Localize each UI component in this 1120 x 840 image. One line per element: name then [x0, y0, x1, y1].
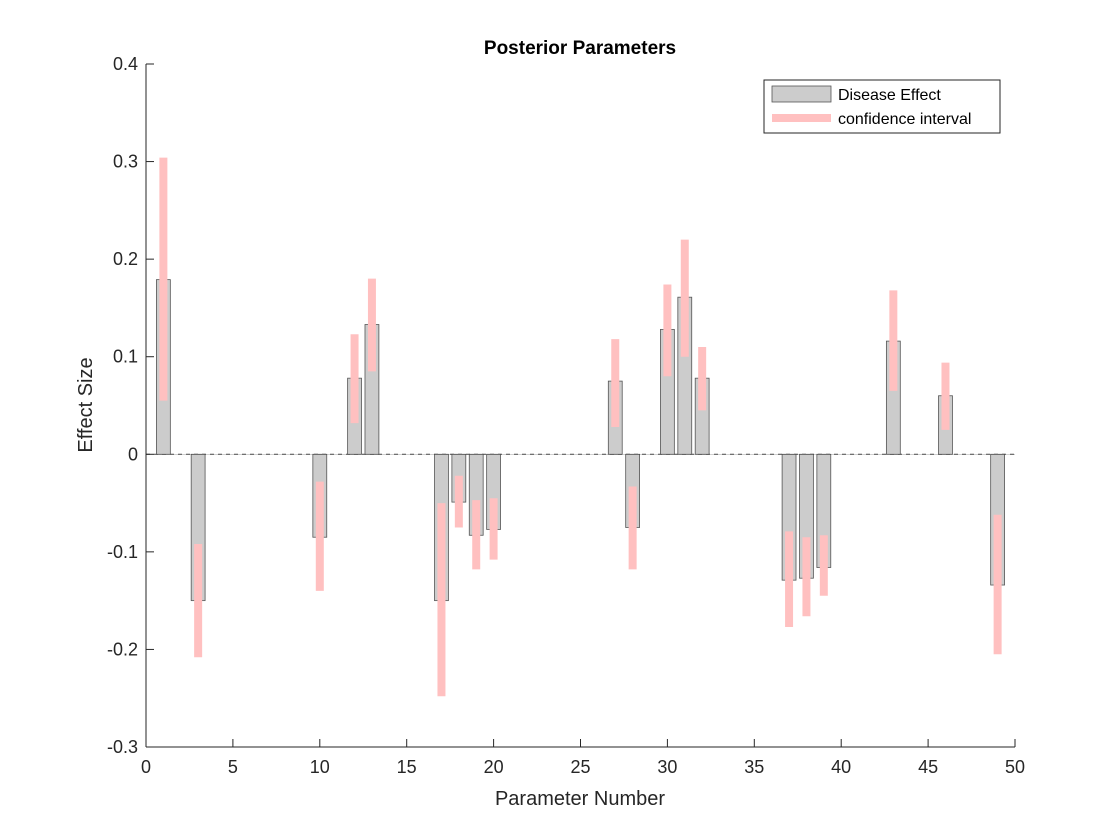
legend-swatch-disease-effect — [771, 85, 832, 103]
x-axis-label: Parameter Number — [495, 788, 665, 810]
y-tick-label-0.1: 0.1 — [113, 347, 138, 367]
y-tick-label-0.2: 0.2 — [113, 249, 138, 269]
ticks-layer: 0 5 10 15 20 25 30 35 40 45 50 -0.3 -0.2 -0.1 0 0.1 0.2 0… — [107, 54, 1025, 777]
y-tick-label--0.3: -0.3 — [107, 737, 138, 757]
x-tick-label-45: 45 — [918, 757, 938, 777]
y-tick-label-0.3: 0.3 — [113, 152, 138, 172]
x-tick-label-5: 5 — [228, 757, 238, 777]
legend: Disease Effect confidence interval — [763, 79, 1001, 134]
y-axis-label: Effect Size — [75, 357, 97, 452]
y-tick-label-0.4: 0.4 — [113, 54, 138, 74]
y-tick-label-0: 0 — [128, 444, 138, 464]
x-tick-label-30: 30 — [657, 757, 677, 777]
x-tick-label-50: 50 — [1005, 757, 1025, 777]
legend-label-confidence-interval: confidence interval — [838, 111, 971, 128]
y-tick-label--0.2: -0.2 — [107, 639, 138, 659]
x-tick-label-20: 20 — [484, 757, 504, 777]
x-tick-label-0: 0 — [141, 757, 151, 777]
x-tick-label-40: 40 — [831, 757, 851, 777]
x-tick-label-25: 25 — [570, 757, 590, 777]
x-tick-label-15: 15 — [397, 757, 417, 777]
y-tick-label--0.1: -0.1 — [107, 542, 138, 562]
confidence-interval-layer — [159, 157, 1002, 697]
legend-label-disease-effect: Disease Effect — [838, 87, 941, 104]
x-tick-label-35: 35 — [744, 757, 764, 777]
chart-title: Posterior Parameters — [484, 38, 676, 59]
x-tick-label-10: 10 — [310, 757, 330, 777]
